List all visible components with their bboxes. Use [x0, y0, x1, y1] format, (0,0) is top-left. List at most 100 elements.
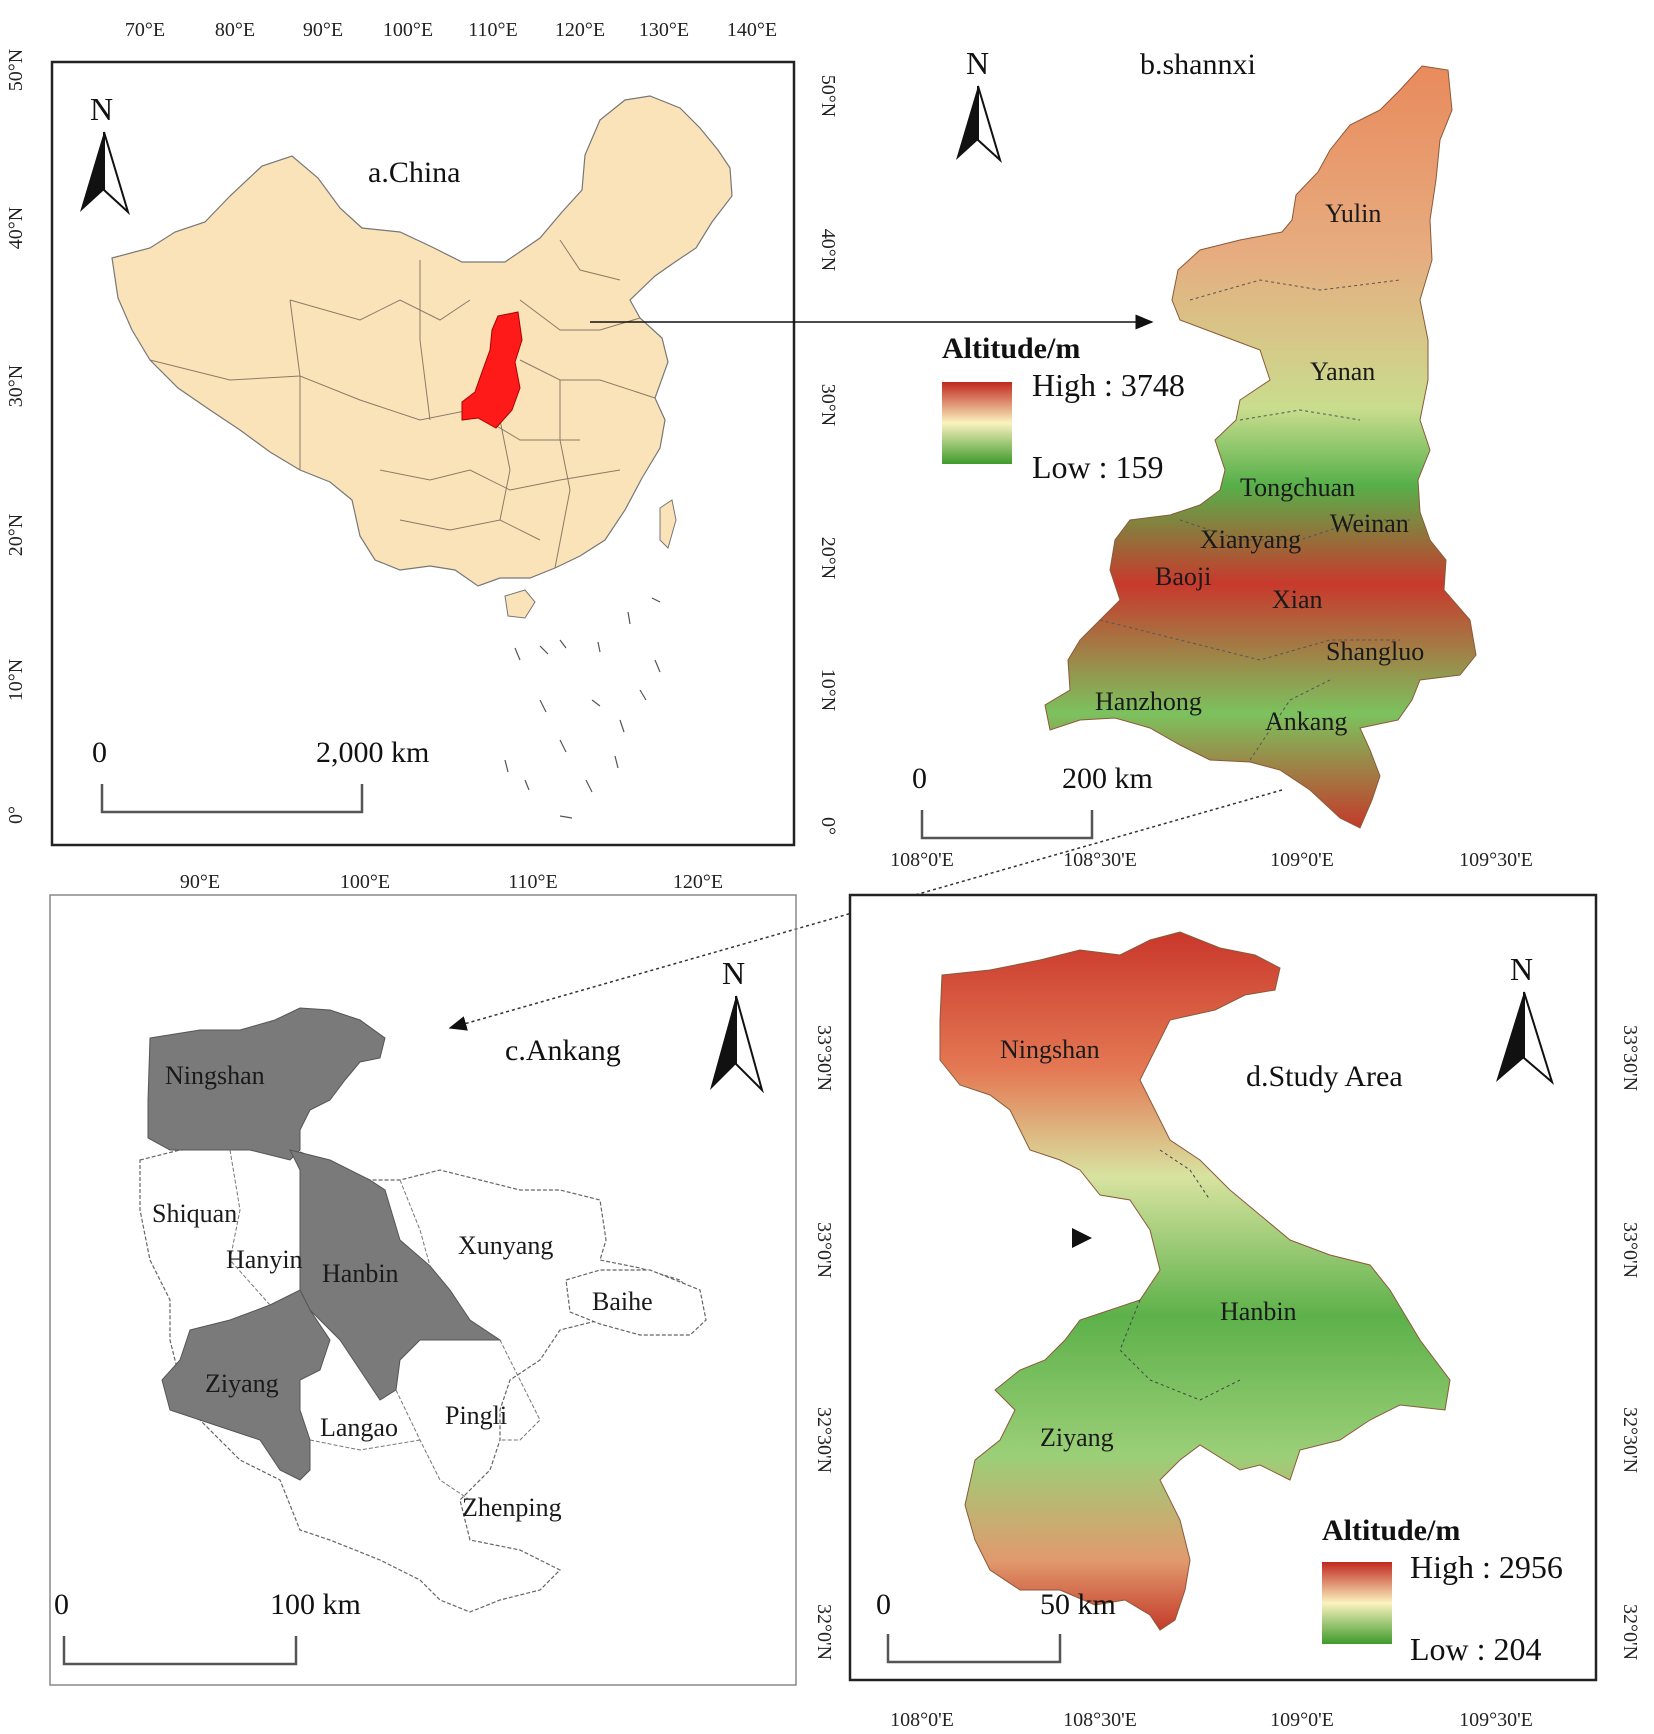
tick-label: 33°0'N	[813, 1222, 835, 1278]
svg-text:N: N	[90, 91, 113, 127]
tick-label: 0°	[5, 806, 27, 824]
legend-high: High : 2956	[1410, 1549, 1563, 1585]
tick-label: 90°E	[180, 871, 220, 893]
tick-label: 110°E	[468, 19, 517, 41]
place-label: Xian	[1272, 585, 1323, 614]
tick-label: 109°0'E	[1270, 849, 1334, 871]
place-label: Zhenping	[462, 1493, 562, 1522]
place-label: Yanan	[1310, 357, 1375, 386]
hainan-island	[504, 589, 536, 619]
tick-label: 32°30'N	[813, 1407, 835, 1473]
scale-end: 2,000 km	[316, 736, 429, 769]
county-baihe	[565, 1269, 707, 1336]
svg-text:N: N	[722, 955, 745, 991]
tick-label: 108°30'E	[1063, 1709, 1137, 1731]
tick-label: 33°0'N	[1619, 1222, 1641, 1278]
tick-label: 140°E	[727, 19, 777, 41]
place-label: Hanbin	[322, 1259, 399, 1288]
shannxi-right-ticks: 50°N 40°N 30°N 20°N 10°N 0°	[817, 75, 839, 835]
study-county-lines	[1119, 1149, 1241, 1401]
tick-label: 32°0'N	[1619, 1604, 1641, 1660]
study-area-dem-map	[939, 931, 1451, 1631]
place-label: Hanzhong	[1095, 687, 1202, 716]
china-scale-bar: 0 2,000 km	[92, 736, 429, 814]
place-label: Langao	[320, 1413, 398, 1442]
tick-label: 108°30'E	[1063, 849, 1137, 871]
tick-label: 100°E	[383, 19, 433, 41]
place-label: Baoji	[1155, 562, 1211, 591]
svg-text:N: N	[1510, 951, 1533, 987]
north-arrow-icon: N	[80, 91, 131, 216]
china-land	[111, 95, 733, 587]
panel-ankang-frame	[49, 894, 797, 1686]
place-label: Hanbin	[1220, 1297, 1297, 1326]
shannxi-place-labels: Yulin Yanan Tongchuan Weinan Xianyang Ba…	[1095, 199, 1424, 736]
tick-label: 20°N	[817, 537, 839, 579]
ankang-county-lines	[229, 1149, 541, 1501]
tick-label: 109°30'E	[1459, 1709, 1533, 1731]
scale-zero: 0	[92, 736, 107, 769]
tick-label: 108°0'E	[890, 849, 954, 871]
shannxi-altitude-legend: Altitude/m High : 3748 Low : 159	[942, 332, 1185, 485]
county-hanbin	[289, 1149, 502, 1401]
tick-label: 33°30'N	[1619, 1025, 1641, 1091]
place-label: Ziyang	[1040, 1423, 1114, 1452]
north-arrow-icon: N	[710, 955, 764, 1094]
place-label: Weinan	[1330, 509, 1409, 538]
panel-ankang: c.Ankang N Ningshan Shiquan Hanyin Hanbi…	[49, 894, 797, 1686]
shaanxi-county-lines	[1099, 279, 1410, 761]
place-label: Xianyang	[1200, 525, 1301, 554]
scale-zero: 0	[912, 762, 927, 795]
study-bottom-ticks: 108°0'E 108°30'E 109°0'E 109°30'E	[890, 1709, 1533, 1731]
place-label: Tongchuan	[1240, 473, 1355, 502]
svg-text:N: N	[966, 45, 989, 81]
tick-label: 130°E	[639, 19, 689, 41]
china-province-lines	[149, 239, 656, 569]
tick-label: 120°E	[673, 871, 723, 893]
study-altitude-legend: Altitude/m High : 2956 Low : 204	[1322, 1514, 1563, 1667]
tick-label: 90°E	[303, 19, 343, 41]
tick-label: 10°N	[5, 659, 27, 701]
place-label: Shangluo	[1326, 637, 1424, 666]
taiwan-island	[659, 499, 677, 549]
tick-label: 100°E	[340, 871, 390, 893]
tick-label: 33°30'N	[813, 1025, 835, 1091]
legend-color-ramp	[942, 382, 1012, 464]
location-marker-icon	[1072, 1228, 1092, 1248]
tick-label: 110°E	[508, 871, 557, 893]
shannxi-scale-bar: 0 200 km	[912, 762, 1153, 840]
shaanxi-highlight	[461, 311, 523, 429]
legend-low: Low : 159	[1032, 449, 1164, 485]
place-label: Hanyin	[226, 1245, 303, 1274]
tick-label: 32°30'N	[1619, 1407, 1641, 1473]
place-label: Yulin	[1325, 199, 1381, 228]
china-left-ticks: 50°N 40°N 30°N 20°N 10°N 0°	[5, 49, 27, 824]
tick-label: 20°N	[5, 514, 27, 556]
tick-label: 30°N	[817, 384, 839, 426]
panel-shannxi-title: b.shannxi	[1140, 48, 1256, 81]
county-ningshan	[147, 1007, 386, 1161]
panel-china: 70°E 80°E 90°E 100°E 110°E 120°E 130°E 1…	[5, 19, 796, 893]
legend-title: Altitude/m	[1322, 1514, 1460, 1547]
place-label: Shiquan	[152, 1199, 237, 1228]
study-scale-bar: 0 50 km	[876, 1588, 1116, 1664]
ankang-outline	[139, 1147, 701, 1613]
panel-china-title: a.China	[368, 156, 460, 189]
tick-label: 70°E	[125, 19, 165, 41]
scale-end: 200 km	[1062, 762, 1153, 795]
south-china-sea-islands	[504, 597, 661, 819]
scale-end: 100 km	[270, 1588, 361, 1621]
tick-label: 10°N	[817, 669, 839, 711]
china-bottom-ticks: 90°E 100°E 110°E 120°E	[180, 871, 723, 893]
legend-color-ramp	[1322, 1562, 1392, 1644]
place-label: Baihe	[592, 1287, 653, 1316]
study-place-labels: Ningshan Hanbin Ziyang	[1000, 1035, 1297, 1452]
china-top-ticks: 70°E 80°E 90°E 100°E 110°E 120°E 130°E 1…	[125, 19, 777, 41]
panel-study-area: 108°0'E 108°30'E 109°0'E 109°30'E 108°0'…	[813, 849, 1641, 1731]
scale-zero: 0	[54, 1588, 69, 1621]
study-left-ticks: 33°30'N 33°0'N 32°30'N 32°0'N	[813, 1025, 835, 1660]
tick-label: 120°E	[555, 19, 605, 41]
ankang-scale-bar: 0 100 km	[54, 1588, 361, 1666]
legend-high: High : 3748	[1032, 367, 1185, 403]
place-label: Ningshan	[165, 1061, 265, 1090]
